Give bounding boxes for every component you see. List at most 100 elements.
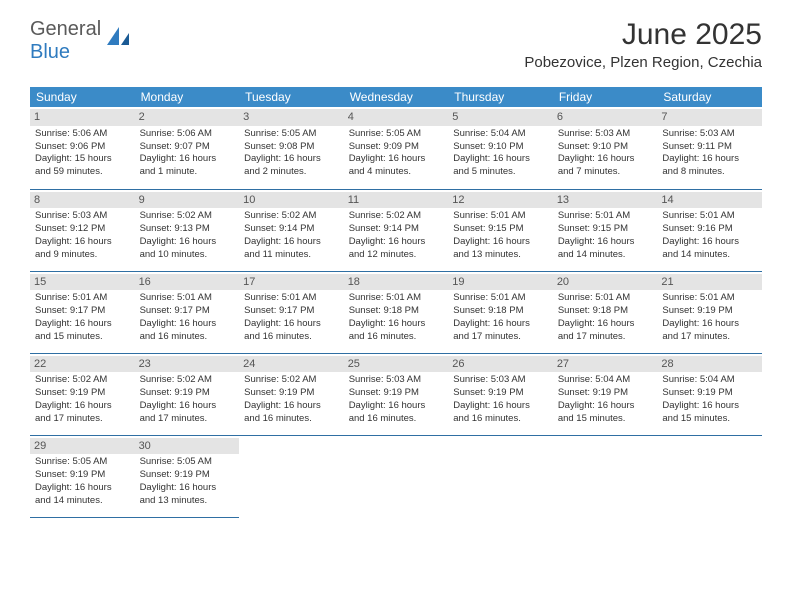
calendar-body: 1 Sunrise: 5:06 AMSunset: 9:06 PMDaylight… <box>30 107 762 517</box>
day-number: 13 <box>553 192 658 209</box>
day-header: Thursday <box>448 87 553 107</box>
empty-cell <box>448 435 553 517</box>
day-details: Sunrise: 5:01 AMSunset: 9:15 PMDaylight:… <box>558 210 653 261</box>
day-number: 22 <box>30 356 135 373</box>
day-cell: 10Sunrise: 5:02 AMSunset: 9:14 PMDayligh… <box>239 189 344 271</box>
day-cell: 23Sunrise: 5:02 AMSunset: 9:19 PMDayligh… <box>135 353 240 435</box>
day-cell: 29Sunrise: 5:05 AMSunset: 9:19 PMDayligh… <box>30 435 135 517</box>
day-number: 20 <box>553 274 658 291</box>
day-cell: 21Sunrise: 5:01 AMSunset: 9:19 PMDayligh… <box>657 271 762 353</box>
day-cell: 12Sunrise: 5:01 AMSunset: 9:15 PMDayligh… <box>448 189 553 271</box>
day-details: Sunrise: 5:03 AMSunset: 9:19 PMDaylight:… <box>349 374 444 425</box>
day-details: Sunrise: 5:05 AMSunset: 9:08 PMDaylight:… <box>244 128 339 179</box>
day-number: 23 <box>135 356 240 373</box>
day-number: 6 <box>553 109 658 126</box>
week-row: 29Sunrise: 5:05 AMSunset: 9:19 PMDayligh… <box>30 435 762 517</box>
week-row: 22Sunrise: 5:02 AMSunset: 9:19 PMDayligh… <box>30 353 762 435</box>
day-cell: 24Sunrise: 5:02 AMSunset: 9:19 PMDayligh… <box>239 353 344 435</box>
day-cell: 27Sunrise: 5:04 AMSunset: 9:19 PMDayligh… <box>553 353 658 435</box>
day-details: Sunrise: 5:01 AMSunset: 9:19 PMDaylight:… <box>662 292 757 343</box>
day-cell: 5 Sunrise: 5:04 AMSunset: 9:10 PMDaylight… <box>448 107 553 189</box>
empty-cell <box>239 435 344 517</box>
day-number: 29 <box>30 438 135 455</box>
day-number: 30 <box>135 438 240 455</box>
day-details: Sunrise: 5:03 AMSunset: 9:10 PMDaylight:… <box>558 128 653 179</box>
day-details: Sunrise: 5:01 AMSunset: 9:18 PMDaylight:… <box>349 292 444 343</box>
day-details: Sunrise: 5:01 AMSunset: 9:17 PMDaylight:… <box>244 292 339 343</box>
day-details: Sunrise: 5:04 AMSunset: 9:10 PMDaylight:… <box>453 128 548 179</box>
empty-cell <box>553 435 658 517</box>
day-number: 10 <box>239 192 344 209</box>
day-cell: 13Sunrise: 5:01 AMSunset: 9:15 PMDayligh… <box>553 189 658 271</box>
week-row: 15 Sunrise: 5:01 AMSunset: 9:17 PMDayligh… <box>30 271 762 353</box>
day-cell: 25Sunrise: 5:03 AMSunset: 9:19 PMDayligh… <box>344 353 449 435</box>
day-header: Tuesday <box>239 87 344 107</box>
week-row: 8Sunrise: 5:03 AMSunset: 9:12 PMDaylight… <box>30 189 762 271</box>
day-header: Saturday <box>657 87 762 107</box>
day-details: Sunrise: 5:02 AMSunset: 9:19 PMDaylight:… <box>244 374 339 425</box>
day-cell: 7Sunrise: 5:03 AMSunset: 9:11 PMDaylight… <box>657 107 762 189</box>
day-number: 16 <box>135 274 240 291</box>
day-cell: 1 Sunrise: 5:06 AMSunset: 9:06 PMDaylight… <box>30 107 135 189</box>
day-header: Wednesday <box>344 87 449 107</box>
day-number: 27 <box>553 356 658 373</box>
day-details: Sunrise: 5:02 AMSunset: 9:13 PMDaylight:… <box>140 210 235 261</box>
day-header: Sunday <box>30 87 135 107</box>
day-cell: 26Sunrise: 5:03 AMSunset: 9:19 PMDayligh… <box>448 353 553 435</box>
day-details: Sunrise: 5:05 AMSunset: 9:19 PMDaylight:… <box>140 456 235 507</box>
day-number: 15 <box>30 274 135 291</box>
day-details: Sunrise: 5:02 AMSunset: 9:14 PMDaylight:… <box>349 210 444 261</box>
logo-text-blue: Blue <box>30 41 70 63</box>
month-title: June 2025 <box>524 18 762 52</box>
day-header-row: SundayMondayTuesdayWednesdayThursdayFrid… <box>30 87 762 107</box>
day-details: Sunrise: 5:04 AMSunset: 9:19 PMDaylight:… <box>662 374 757 425</box>
day-number: 19 <box>448 274 553 291</box>
empty-cell <box>344 435 449 517</box>
day-cell: 17Sunrise: 5:01 AMSunset: 9:17 PMDayligh… <box>239 271 344 353</box>
day-cell: 28Sunrise: 5:04 AMSunset: 9:19 PMDayligh… <box>657 353 762 435</box>
day-cell: 11Sunrise: 5:02 AMSunset: 9:14 PMDayligh… <box>344 189 449 271</box>
day-header: Monday <box>135 87 240 107</box>
day-cell: 16Sunrise: 5:01 AMSunset: 9:17 PMDayligh… <box>135 271 240 353</box>
day-details: Sunrise: 5:01 AMSunset: 9:17 PMDaylight:… <box>140 292 235 343</box>
day-number: 4 <box>344 109 449 126</box>
day-number: 17 <box>239 274 344 291</box>
day-cell: 19Sunrise: 5:01 AMSunset: 9:18 PMDayligh… <box>448 271 553 353</box>
day-details: Sunrise: 5:01 AMSunset: 9:15 PMDaylight:… <box>453 210 548 261</box>
day-number: 1 <box>30 109 135 126</box>
day-number: 7 <box>657 109 762 126</box>
day-details: Sunrise: 5:03 AMSunset: 9:12 PMDaylight:… <box>35 210 130 261</box>
day-cell: 14Sunrise: 5:01 AMSunset: 9:16 PMDayligh… <box>657 189 762 271</box>
day-details: Sunrise: 5:02 AMSunset: 9:19 PMDaylight:… <box>35 374 130 425</box>
logo-sail-icon <box>105 25 133 54</box>
day-cell: 8Sunrise: 5:03 AMSunset: 9:12 PMDaylight… <box>30 189 135 271</box>
calendar-table: SundayMondayTuesdayWednesdayThursdayFrid… <box>30 87 762 518</box>
day-cell: 22Sunrise: 5:02 AMSunset: 9:19 PMDayligh… <box>30 353 135 435</box>
day-details: Sunrise: 5:05 AMSunset: 9:19 PMDaylight:… <box>35 456 130 507</box>
day-number: 9 <box>135 192 240 209</box>
day-details: Sunrise: 5:06 AMSunset: 9:06 PMDaylight:… <box>35 128 130 179</box>
day-details: Sunrise: 5:04 AMSunset: 9:19 PMDaylight:… <box>558 374 653 425</box>
day-number: 8 <box>30 192 135 209</box>
day-number: 3 <box>239 109 344 126</box>
day-details: Sunrise: 5:02 AMSunset: 9:19 PMDaylight:… <box>140 374 235 425</box>
day-details: Sunrise: 5:05 AMSunset: 9:09 PMDaylight:… <box>349 128 444 179</box>
day-cell: 6 Sunrise: 5:03 AMSunset: 9:10 PMDaylight… <box>553 107 658 189</box>
day-cell: 18Sunrise: 5:01 AMSunset: 9:18 PMDayligh… <box>344 271 449 353</box>
day-details: Sunrise: 5:01 AMSunset: 9:16 PMDaylight:… <box>662 210 757 261</box>
day-number: 18 <box>344 274 449 291</box>
day-number: 12 <box>448 192 553 209</box>
day-cell: 9Sunrise: 5:02 AMSunset: 9:13 PMDaylight… <box>135 189 240 271</box>
day-cell: 20Sunrise: 5:01 AMSunset: 9:18 PMDayligh… <box>553 271 658 353</box>
day-header: Friday <box>553 87 658 107</box>
day-details: Sunrise: 5:02 AMSunset: 9:14 PMDaylight:… <box>244 210 339 261</box>
location: Pobezovice, Plzen Region, Czechia <box>524 54 762 71</box>
day-details: Sunrise: 5:01 AMSunset: 9:18 PMDaylight:… <box>453 292 548 343</box>
day-number: 24 <box>239 356 344 373</box>
day-number: 5 <box>448 109 553 126</box>
logo-text-general: General <box>30 18 101 40</box>
week-row: 1 Sunrise: 5:06 AMSunset: 9:06 PMDaylight… <box>30 107 762 189</box>
day-details: Sunrise: 5:01 AMSunset: 9:18 PMDaylight:… <box>558 292 653 343</box>
day-number: 28 <box>657 356 762 373</box>
day-number: 26 <box>448 356 553 373</box>
